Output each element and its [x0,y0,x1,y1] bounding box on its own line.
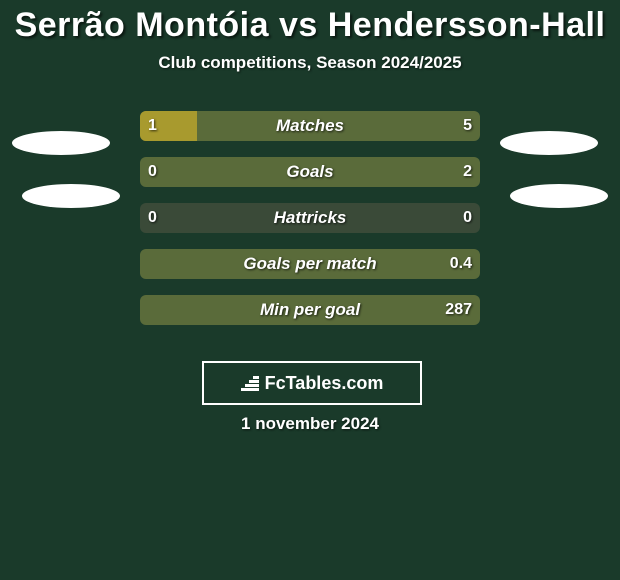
comparison-infographic: Serrão Montóia vs Hendersson-Hall Club c… [0,6,620,580]
badge-placeholder-left-1 [12,131,110,155]
attribution-badge: FcTables.com [202,361,422,405]
date-label: 1 november 2024 [0,414,620,434]
badge-placeholder-right-1 [500,131,598,155]
bar-track [140,249,480,279]
attribution-text: FcTables.com [265,373,384,394]
badge-placeholder-right-2 [510,184,608,208]
page-title: Serrão Montóia vs Hendersson-Hall [0,6,620,45]
bar-chart-icon [241,376,259,391]
badge-placeholder-left-2 [22,184,120,208]
bar-fill-left [140,111,197,141]
page-subtitle: Club competitions, Season 2024/2025 [0,53,620,73]
bar-track [140,111,480,141]
bar-track [140,203,480,233]
stat-row: Min per goal287 [0,287,620,333]
stat-row: Goals per match0.4 [0,241,620,287]
bar-track [140,157,480,187]
bar-track [140,295,480,325]
